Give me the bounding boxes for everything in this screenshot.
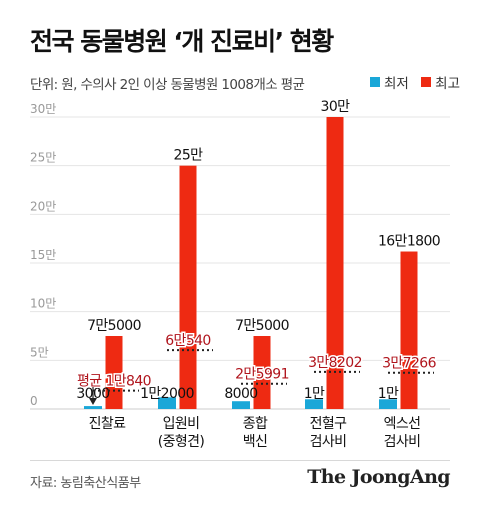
y-tick-label: 30만	[30, 102, 56, 116]
x-tick-label: 진찰료	[89, 416, 127, 432]
data-label-max: 25만	[174, 148, 204, 164]
x-tick-label: 엑스선	[384, 416, 421, 432]
x-tick-label: 입원비	[163, 416, 200, 432]
bar-min	[305, 399, 323, 409]
data-label-min: 1만2000	[140, 386, 194, 402]
data-label-max: 7만5000	[235, 318, 289, 334]
x-tick-label: 종합	[243, 416, 268, 432]
bar-min	[379, 399, 397, 409]
y-tick-label: 20만	[30, 199, 56, 213]
legend-item-max: 최고	[421, 72, 460, 92]
chart-subtitle: 단위: 원, 수의사 2인 이상 동물병원 1008개소 평균	[30, 77, 305, 93]
y-tick-label: 25만	[30, 151, 56, 165]
x-tick-label: 검사비	[384, 434, 421, 450]
x-tick-label: 백신	[243, 434, 268, 450]
legend-label-min: 최저	[384, 76, 409, 92]
legend-swatch-min	[370, 77, 381, 87]
data-label-average: 3만8202	[308, 355, 362, 371]
bar-max	[400, 251, 418, 409]
bar-min	[158, 397, 176, 409]
footer-divider	[30, 460, 450, 461]
brand-logo: The JoongAng	[307, 466, 450, 488]
y-tick-label: 5만	[30, 345, 49, 359]
bar-max	[179, 165, 197, 409]
y-tick-label: 15만	[30, 248, 56, 262]
data-label-average: 2만5991	[235, 367, 289, 383]
legend-label-max: 최고	[435, 76, 460, 92]
data-label-average: 평균 1만840	[77, 374, 151, 390]
data-label-max: 16만1800	[378, 234, 440, 250]
data-label-average: 6만540	[165, 333, 211, 349]
source-note: 자료: 농림축산식품부	[30, 476, 141, 491]
legend-item-min: 최저	[370, 72, 409, 92]
bar-min	[84, 406, 102, 409]
y-tick-label: 0	[30, 394, 38, 408]
data-label-max: 7만5000	[87, 318, 141, 334]
x-tick-label: (중형견)	[158, 434, 205, 450]
data-label-max: 30만	[321, 99, 351, 115]
average-pointer-arrowhead	[89, 398, 97, 405]
legend-swatch-max	[421, 77, 432, 87]
bar-max	[326, 117, 344, 409]
data-label-min: 1만	[304, 386, 325, 402]
data-label-average: 3만7266	[382, 356, 437, 372]
x-tick-label: 전혈구	[310, 416, 348, 432]
legend: 최저 최고	[362, 72, 460, 92]
y-tick-label: 10만	[30, 297, 56, 311]
chart-title: 전국 동물병원 ‘개 진료비’ 현황	[30, 27, 334, 56]
x-tick-label: 검사비	[310, 434, 347, 450]
data-label-min: 8000	[224, 386, 257, 402]
data-label-min: 1만	[378, 386, 399, 402]
bar-max	[253, 336, 271, 409]
bar-min	[232, 401, 250, 409]
